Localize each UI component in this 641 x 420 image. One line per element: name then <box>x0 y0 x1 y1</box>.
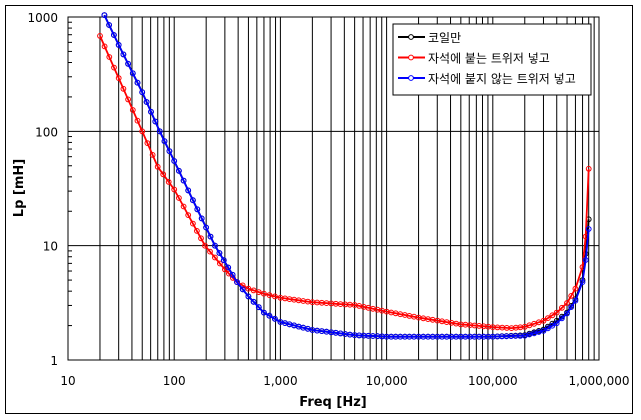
grid-lines <box>68 17 599 360</box>
axis-ticks <box>68 21 72 327</box>
y-tick-label: 100 <box>35 125 58 139</box>
x-tick-label: 10 <box>60 374 75 388</box>
chart-frame <box>5 5 633 414</box>
series-2 <box>101 12 592 340</box>
series-1 <box>97 33 592 332</box>
x-axis-title: Freq [Hz] <box>299 395 366 410</box>
plot-area <box>67 16 600 361</box>
y-tick-label: 1 <box>50 354 58 368</box>
y-axis-title: Lp [mH] <box>12 159 27 217</box>
legend-item: 자석에 붙는 트위저 넣고 <box>398 52 550 66</box>
y-tick-label: 10 <box>43 240 58 254</box>
x-tick-label: 1,000 <box>263 374 297 388</box>
x-tick-label: 1,000,000 <box>568 374 629 388</box>
legend-label: 코일만 <box>428 31 461 45</box>
x-tick-labels: 10 100 1,000 10,000 100,000 1,000,000 <box>60 374 629 388</box>
y-tick-label: 1000 <box>27 11 58 25</box>
series-lines <box>97 12 592 340</box>
y-tick-labels: 1 10 100 1000 <box>27 11 58 368</box>
x-tick-label: 10,000 <box>366 374 408 388</box>
legend-item: 자석에 붙지 않는 트위저 넣고 <box>398 72 576 86</box>
x-tick-label: 100,000 <box>468 374 518 388</box>
legend-label: 자석에 붙지 않는 트위저 넣고 <box>428 72 576 86</box>
x-tick-label: 100 <box>163 374 186 388</box>
legend-item: 코일만 <box>398 31 461 45</box>
legend-label: 자석에 붙는 트위저 넣고 <box>428 52 550 66</box>
